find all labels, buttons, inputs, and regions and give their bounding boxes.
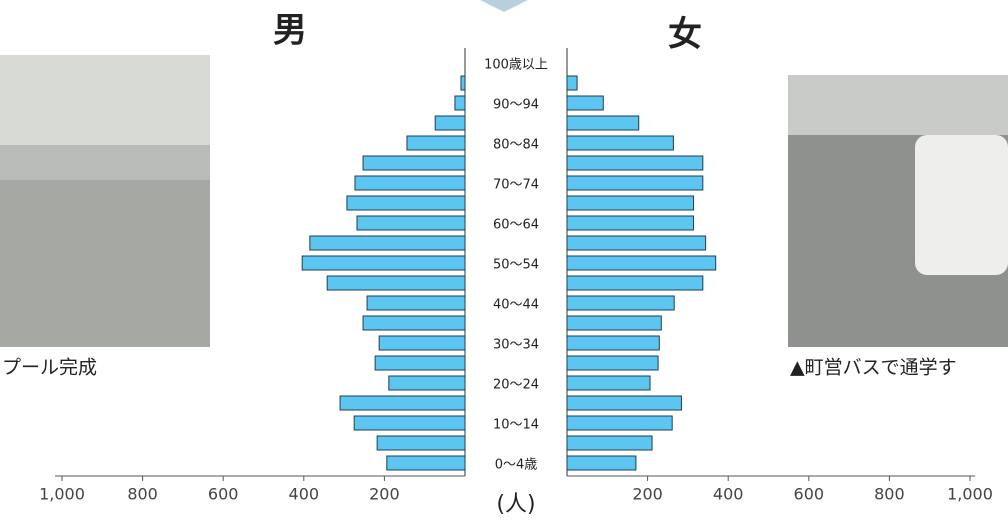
bar [388,375,466,391]
bar [434,115,466,131]
x-tick-label: 1,000 [39,485,85,504]
age-label: 50～54 [493,258,539,273]
bar [309,235,466,251]
x-tick-label: 200 [369,485,400,504]
photo-sky [0,55,210,145]
x-tick-label: 600 [794,485,825,504]
bar [301,255,466,271]
bar [362,155,466,171]
bar [566,375,651,391]
bar [339,395,466,411]
bar [356,215,466,231]
series-heading: 女 [668,15,702,55]
bar [566,175,704,191]
x-tick-label: 400 [713,485,744,504]
photo-ground [0,180,210,347]
bar [566,235,707,251]
x-tick-label: 600 [208,485,239,504]
bar [374,355,466,371]
x-tick-label: 800 [127,485,158,504]
bar [386,455,466,471]
age-label: 40～44 [493,298,539,313]
bar [346,195,466,211]
age-label: 60～64 [493,218,539,233]
age-label: 30～34 [493,338,539,353]
bar [566,155,704,171]
age-label: 20～24 [493,378,539,393]
series-heading: 男 [273,11,307,51]
bar [566,415,673,431]
caption: プール完成 [2,357,97,379]
age-label: 10～14 [493,418,539,433]
bar [566,315,662,331]
bar [566,75,578,91]
bar [378,335,466,351]
x-axis-label: (人) [496,492,535,517]
bar [366,295,466,311]
bar [566,135,674,151]
bar [566,195,695,211]
bar [362,315,466,331]
bar [566,95,604,111]
age-label: 90～94 [493,98,539,113]
caption: ▲町営バスで通学す [790,357,957,379]
bar [460,75,466,91]
bar [566,115,640,131]
bar [454,95,466,111]
bar [566,295,675,311]
bar [326,275,466,291]
bar [566,395,682,411]
bar [566,255,717,271]
arrow [480,0,528,12]
bar [566,215,695,231]
bar [566,275,704,291]
bar [354,175,466,191]
x-tick-label: 1,000 [947,485,993,504]
bar [353,415,466,431]
bar [566,455,637,471]
photo-bus [915,135,1008,275]
age-label: 100歳以上 [484,58,548,73]
x-tick-label: 400 [289,485,320,504]
bar [376,435,466,451]
x-tick-label: 200 [632,485,663,504]
age-label: 70～74 [493,178,539,193]
bar [566,355,659,371]
bar [566,335,660,351]
age-label: 80～84 [493,138,539,153]
photo-sky [788,75,1008,135]
age-label: 0～4歳 [495,458,538,473]
bar [566,435,653,451]
x-tick-label: 800 [874,485,905,504]
bar [406,135,466,151]
